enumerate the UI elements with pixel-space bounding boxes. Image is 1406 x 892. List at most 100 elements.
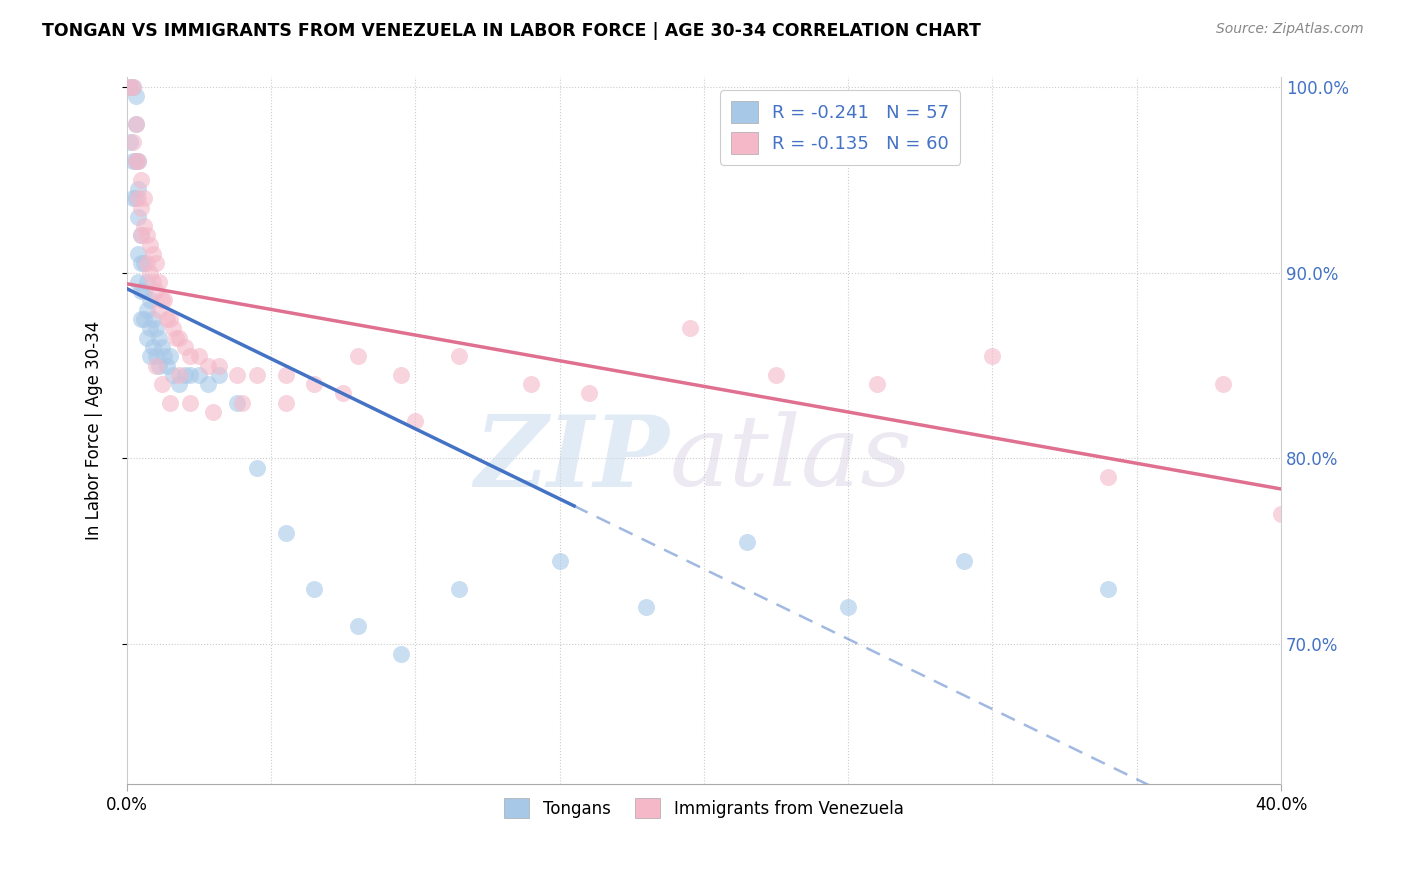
Point: [520, 377, 543, 392]
Point: [124, 89, 146, 103]
Point: [148, 275, 170, 289]
Point: [142, 247, 165, 261]
Point: [139, 321, 162, 335]
Point: [447, 349, 470, 363]
Point: [332, 386, 354, 401]
Point: [124, 154, 146, 169]
Point: [121, 136, 143, 150]
Point: [346, 619, 368, 633]
Point: [136, 275, 159, 289]
Point: [121, 79, 143, 94]
Point: [866, 377, 889, 392]
Point: [134, 191, 156, 205]
Point: [678, 321, 700, 335]
Point: [150, 340, 173, 354]
Point: [389, 647, 412, 661]
Point: [134, 312, 156, 326]
Point: [246, 460, 269, 475]
Point: [1212, 377, 1234, 392]
Point: [127, 191, 149, 205]
Point: [173, 368, 195, 382]
Point: [145, 256, 167, 270]
Point: [447, 582, 470, 596]
Point: [145, 359, 167, 373]
Point: [148, 302, 170, 317]
Point: [188, 349, 211, 363]
Point: [124, 154, 146, 169]
Y-axis label: In Labor Force | Age 30-34: In Labor Force | Age 30-34: [86, 321, 103, 541]
Point: [981, 349, 1004, 363]
Point: [1097, 470, 1119, 484]
Point: [136, 228, 159, 243]
Point: [145, 349, 167, 363]
Point: [150, 293, 173, 308]
Point: [225, 368, 247, 382]
Point: [131, 284, 153, 298]
Point: [118, 79, 141, 94]
Point: [167, 377, 190, 392]
Point: [121, 154, 143, 169]
Point: [121, 191, 143, 205]
Point: [1270, 507, 1292, 521]
Point: [159, 349, 181, 363]
Point: [952, 554, 974, 568]
Point: [142, 312, 165, 326]
Point: [134, 284, 156, 298]
Point: [156, 359, 179, 373]
Point: [127, 154, 149, 169]
Point: [153, 293, 176, 308]
Point: [118, 136, 141, 150]
Point: [548, 554, 571, 568]
Point: [274, 368, 297, 382]
Text: atlas: atlas: [669, 411, 912, 507]
Point: [153, 349, 176, 363]
Point: [131, 201, 153, 215]
Text: TONGAN VS IMMIGRANTS FROM VENEZUELA IN LABOR FORCE | AGE 30-34 CORRELATION CHART: TONGAN VS IMMIGRANTS FROM VENEZUELA IN L…: [42, 22, 981, 40]
Point: [735, 535, 758, 549]
Point: [131, 256, 153, 270]
Point: [225, 395, 247, 409]
Point: [136, 302, 159, 317]
Point: [167, 331, 190, 345]
Point: [139, 237, 162, 252]
Point: [127, 182, 149, 196]
Point: [127, 154, 149, 169]
Point: [131, 228, 153, 243]
Point: [304, 582, 326, 596]
Point: [389, 368, 412, 382]
Point: [148, 331, 170, 345]
Point: [131, 312, 153, 326]
Point: [136, 331, 159, 345]
Point: [197, 377, 219, 392]
Point: [404, 414, 426, 428]
Point: [837, 600, 859, 615]
Point: [179, 368, 201, 382]
Point: [179, 349, 201, 363]
Point: [136, 256, 159, 270]
Point: [197, 359, 219, 373]
Point: [145, 284, 167, 298]
Text: Source: ZipAtlas.com: Source: ZipAtlas.com: [1216, 22, 1364, 37]
Point: [162, 321, 184, 335]
Point: [578, 386, 600, 401]
Point: [165, 331, 187, 345]
Point: [156, 312, 179, 326]
Point: [274, 525, 297, 540]
Point: [167, 368, 190, 382]
Point: [148, 359, 170, 373]
Point: [127, 275, 149, 289]
Point: [274, 395, 297, 409]
Point: [346, 349, 368, 363]
Point: [142, 340, 165, 354]
Point: [162, 368, 184, 382]
Point: [145, 321, 167, 335]
Point: [124, 117, 146, 131]
Point: [159, 312, 181, 326]
Text: ZIP: ZIP: [474, 410, 669, 507]
Point: [1097, 582, 1119, 596]
Legend: Tongans, Immigrants from Venezuela: Tongans, Immigrants from Venezuela: [498, 791, 910, 825]
Point: [124, 117, 146, 131]
Point: [131, 228, 153, 243]
Point: [304, 377, 326, 392]
Point: [127, 210, 149, 224]
